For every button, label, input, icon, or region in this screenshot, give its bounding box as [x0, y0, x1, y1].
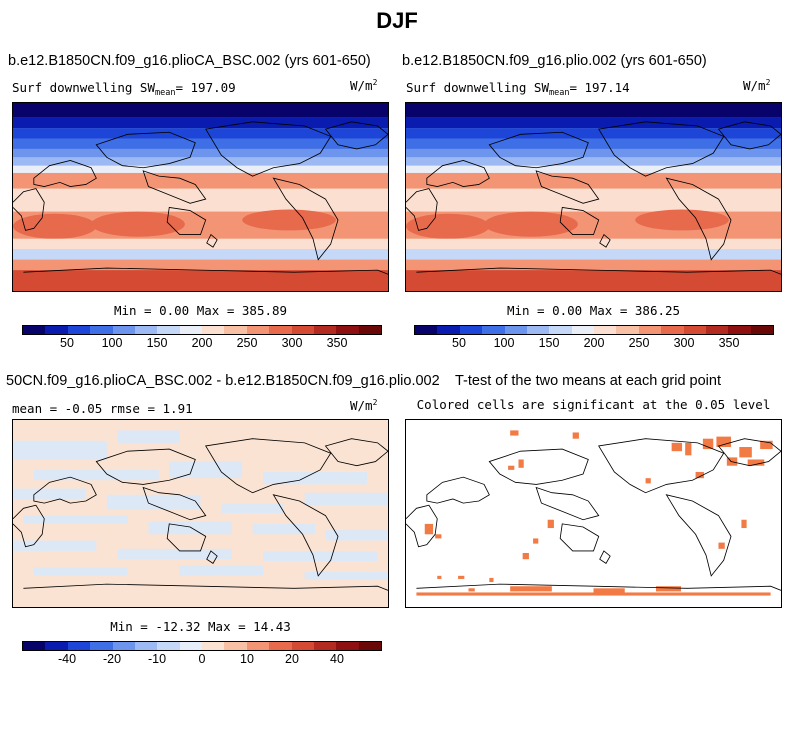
colorbar-absolute: [414, 325, 774, 335]
colorbar-swatch: [224, 326, 247, 334]
difference-stats: mean = -0.05 rmse = 1.91: [12, 401, 193, 416]
colorbar-swatch: [67, 642, 91, 650]
minmax-label: Min = -12.32 Max = 14.43: [110, 619, 291, 634]
colorbar-swatch: [291, 326, 314, 334]
colorbar-swatch: [134, 326, 158, 334]
colorbar-swatch: [45, 326, 68, 334]
colorbar-swatch: [358, 326, 381, 334]
colorbar-ticks: 50 100 150 200 250 300 350: [414, 336, 774, 352]
sw-field-map: [13, 103, 388, 291]
minmax-label: Min = 0.00 Max = 385.89: [113, 303, 288, 318]
colorbar-swatch: [23, 642, 46, 650]
colorbar-swatch: [224, 642, 247, 650]
map-test-sw: [405, 102, 782, 292]
colorbar-swatch: [202, 642, 225, 650]
colorbar-swatch: [269, 326, 292, 334]
colorbar-swatch: [90, 642, 113, 650]
ttest-title: T-test of the two means at each grid poi…: [455, 373, 721, 389]
colorbar-tick-label: 0: [198, 652, 206, 666]
colorbar-tick-label: -20: [102, 652, 122, 666]
colorbar-swatch: [482, 326, 505, 334]
colorbar-tick-label: 50: [60, 336, 74, 350]
colorbar-swatch: [23, 326, 46, 334]
colorbar-swatch: [246, 326, 270, 334]
colorbar-tick-label: -40: [57, 652, 77, 666]
colorbar-tick-label: 100: [493, 336, 515, 350]
units-label: W/m2: [743, 78, 771, 93]
panel-variable-label: Surf downwelling SWmean= 197.09: [12, 80, 236, 98]
colorbar-swatch: [750, 326, 773, 334]
colorbar-tick-label: 300: [673, 336, 695, 350]
panel-variable-label: Surf downwelling SWmean= 197.14: [406, 80, 630, 98]
colorbar-tick-label: 20: [285, 652, 299, 666]
colorbar-tick-label: 150: [146, 336, 168, 350]
colorbar-swatch: [202, 326, 225, 334]
colorbar-swatch: [269, 642, 292, 650]
colorbar-swatch: [661, 326, 684, 334]
colorbar-swatch: [67, 326, 91, 334]
colorbar-tick-label: 40: [330, 652, 344, 666]
units-label: W/m2: [350, 398, 378, 413]
colorbar-swatch: [45, 642, 68, 650]
colorbar-swatch: [705, 326, 729, 334]
colorbar-swatch: [728, 326, 751, 334]
colorbar-swatch: [616, 326, 639, 334]
colorbar-swatch: [291, 642, 314, 650]
colorbar-swatch: [336, 326, 359, 334]
panel-title-control: b.e12.B1850CN.f09_g16.plioCA_BSC.002 (yr…: [8, 53, 371, 69]
colorbar-swatch: [437, 326, 460, 334]
colorbar-swatch: [90, 326, 113, 334]
map-ttest: [405, 419, 782, 608]
colorbar-swatch: [504, 326, 527, 334]
colorbar-ticks: -40 -20 -10 0 10 20 40: [22, 652, 382, 668]
colorbar-swatch: [313, 642, 337, 650]
colorbar-swatch: [157, 642, 180, 650]
colorbar-tick-label: 250: [628, 336, 650, 350]
colorbar-swatch: [459, 326, 483, 334]
colorbar-tick-label: 150: [538, 336, 560, 350]
colorbar-swatch: [112, 642, 135, 650]
colorbar-tick-label: 350: [326, 336, 348, 350]
colorbar-swatch: [179, 642, 202, 650]
colorbar-swatch: [638, 326, 662, 334]
colorbar-tick-label: 200: [583, 336, 605, 350]
colorbar-swatch: [313, 326, 337, 334]
colorbar-swatch: [358, 642, 381, 650]
panel-title-test: b.e12.B1850CN.f09_g16.plio.002 (yrs 601-…: [402, 53, 707, 69]
colorbar-tick-label: 200: [191, 336, 213, 350]
colorbar-tick-label: 10: [240, 652, 254, 666]
colorbar-tick-label: -10: [147, 652, 167, 666]
colorbar-ticks: 50 100 150 200 250 300 350: [22, 336, 382, 352]
colorbar-swatch: [336, 642, 359, 650]
map-control-sw: [12, 102, 389, 292]
units-label: W/m2: [350, 78, 378, 93]
colorbar-swatch: [594, 326, 617, 334]
ttest-subtitle: Colored cells are significant at the 0.0…: [416, 397, 771, 412]
colorbar-swatch: [134, 642, 158, 650]
difference-map: [13, 420, 388, 607]
colorbar-tick-label: 250: [236, 336, 258, 350]
figure-title: DJF: [376, 8, 418, 33]
colorbar-swatch: [112, 326, 135, 334]
panel-title-difference: 50CN.f09_g16.plioCA_BSC.002 - b.e12.B185…: [6, 373, 440, 389]
colorbar-swatch: [246, 642, 270, 650]
colorbar-tick-label: 300: [281, 336, 303, 350]
colorbar-absolute: [22, 325, 382, 335]
map-difference: [12, 419, 389, 608]
colorbar-swatch: [415, 326, 438, 334]
sw-field-map: [406, 103, 781, 291]
colorbar-swatch: [157, 326, 180, 334]
colorbar-tick-label: 350: [718, 336, 740, 350]
significance-map: [406, 420, 781, 607]
colorbar-swatch: [526, 326, 550, 334]
colorbar-swatch: [683, 326, 706, 334]
colorbar-swatch: [179, 326, 202, 334]
minmax-label: Min = 0.00 Max = 386.25: [506, 303, 681, 318]
colorbar-swatch: [571, 326, 594, 334]
colorbar-tick-label: 50: [452, 336, 466, 350]
colorbar-swatch: [549, 326, 572, 334]
colorbar-tick-label: 100: [101, 336, 123, 350]
colorbar-difference: [22, 641, 382, 651]
